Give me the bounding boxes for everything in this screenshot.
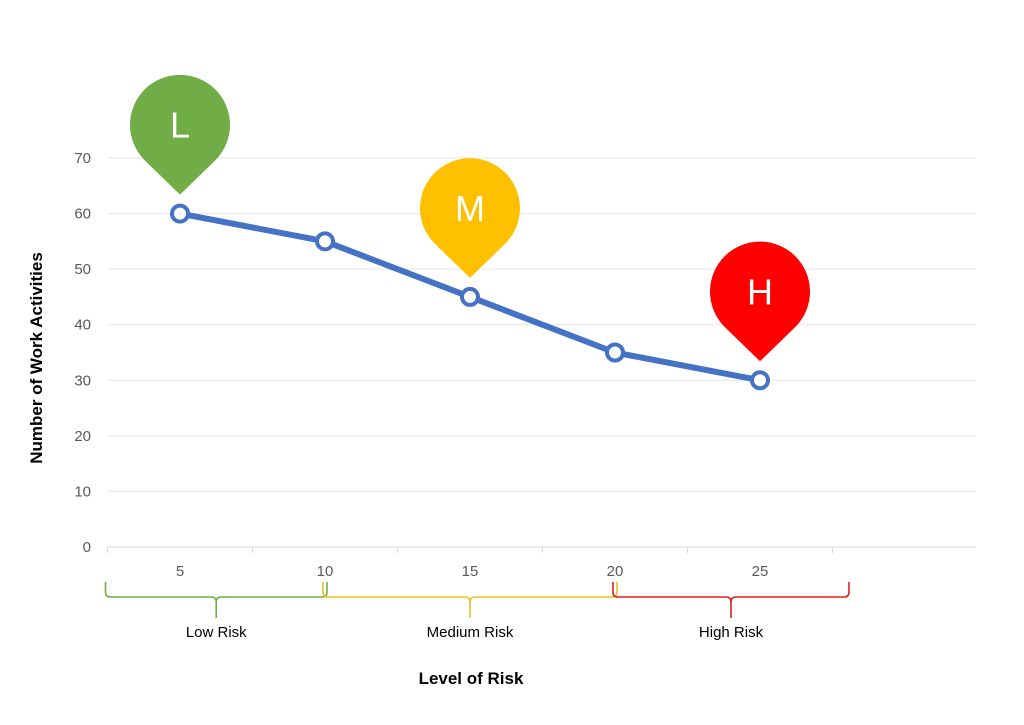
y-axis-ticks: 0 10 20 30 40 50 60 70: [74, 150, 91, 556]
data-point: [460, 286, 480, 307]
risk-marker-pin: H: [709, 241, 810, 362]
data-point: [315, 231, 335, 252]
risk-marker-pin: M: [420, 158, 520, 278]
risk-marker-letter: H: [747, 271, 773, 312]
map-pin-icon: [709, 241, 810, 362]
risk-marker-letter: L: [170, 105, 190, 146]
x-tick-label: 5: [176, 563, 184, 580]
map-pin-icon: [129, 74, 230, 195]
y-tick-label: 20: [74, 428, 91, 445]
map-pin-icon: [420, 158, 520, 278]
y-tick-label: 40: [74, 317, 91, 334]
x-tick-label: 20: [607, 563, 624, 580]
risk-band-label: Medium Risk: [427, 624, 514, 641]
y-tick-label: 30: [74, 372, 91, 389]
data-point: [605, 342, 625, 363]
data-points: [170, 203, 770, 391]
risk-marker-letter: M: [455, 188, 485, 229]
x-tick-label: 15: [462, 563, 479, 580]
risk-band-brackets: Low Risk Medium Risk High Risk: [104, 582, 850, 641]
data-point: [750, 370, 770, 391]
risk-bracket: [612, 582, 850, 618]
data-point: [170, 203, 190, 224]
x-tick-label: 25: [752, 563, 769, 580]
y-tick-label: 0: [83, 539, 91, 556]
risk-band-label: High Risk: [699, 624, 764, 641]
risk-markers: L M H: [129, 74, 810, 362]
risk-band-label: Low Risk: [186, 624, 247, 641]
risk-bracket: [104, 582, 328, 618]
risk-bracket: [322, 582, 618, 618]
y-axis-title: Number of Work Activities: [27, 252, 46, 464]
x-tick-label: 10: [317, 563, 334, 580]
gridlines: [108, 157, 976, 492]
y-tick-label: 70: [74, 150, 91, 167]
x-axis-title: Level of Risk: [419, 669, 524, 688]
x-axis-ticks: 5 10 15 20 25: [107, 547, 833, 580]
y-tick-label: 60: [74, 206, 91, 223]
y-tick-label: 10: [74, 483, 91, 500]
y-tick-label: 50: [74, 261, 91, 278]
risk-marker-pin: L: [129, 74, 230, 195]
